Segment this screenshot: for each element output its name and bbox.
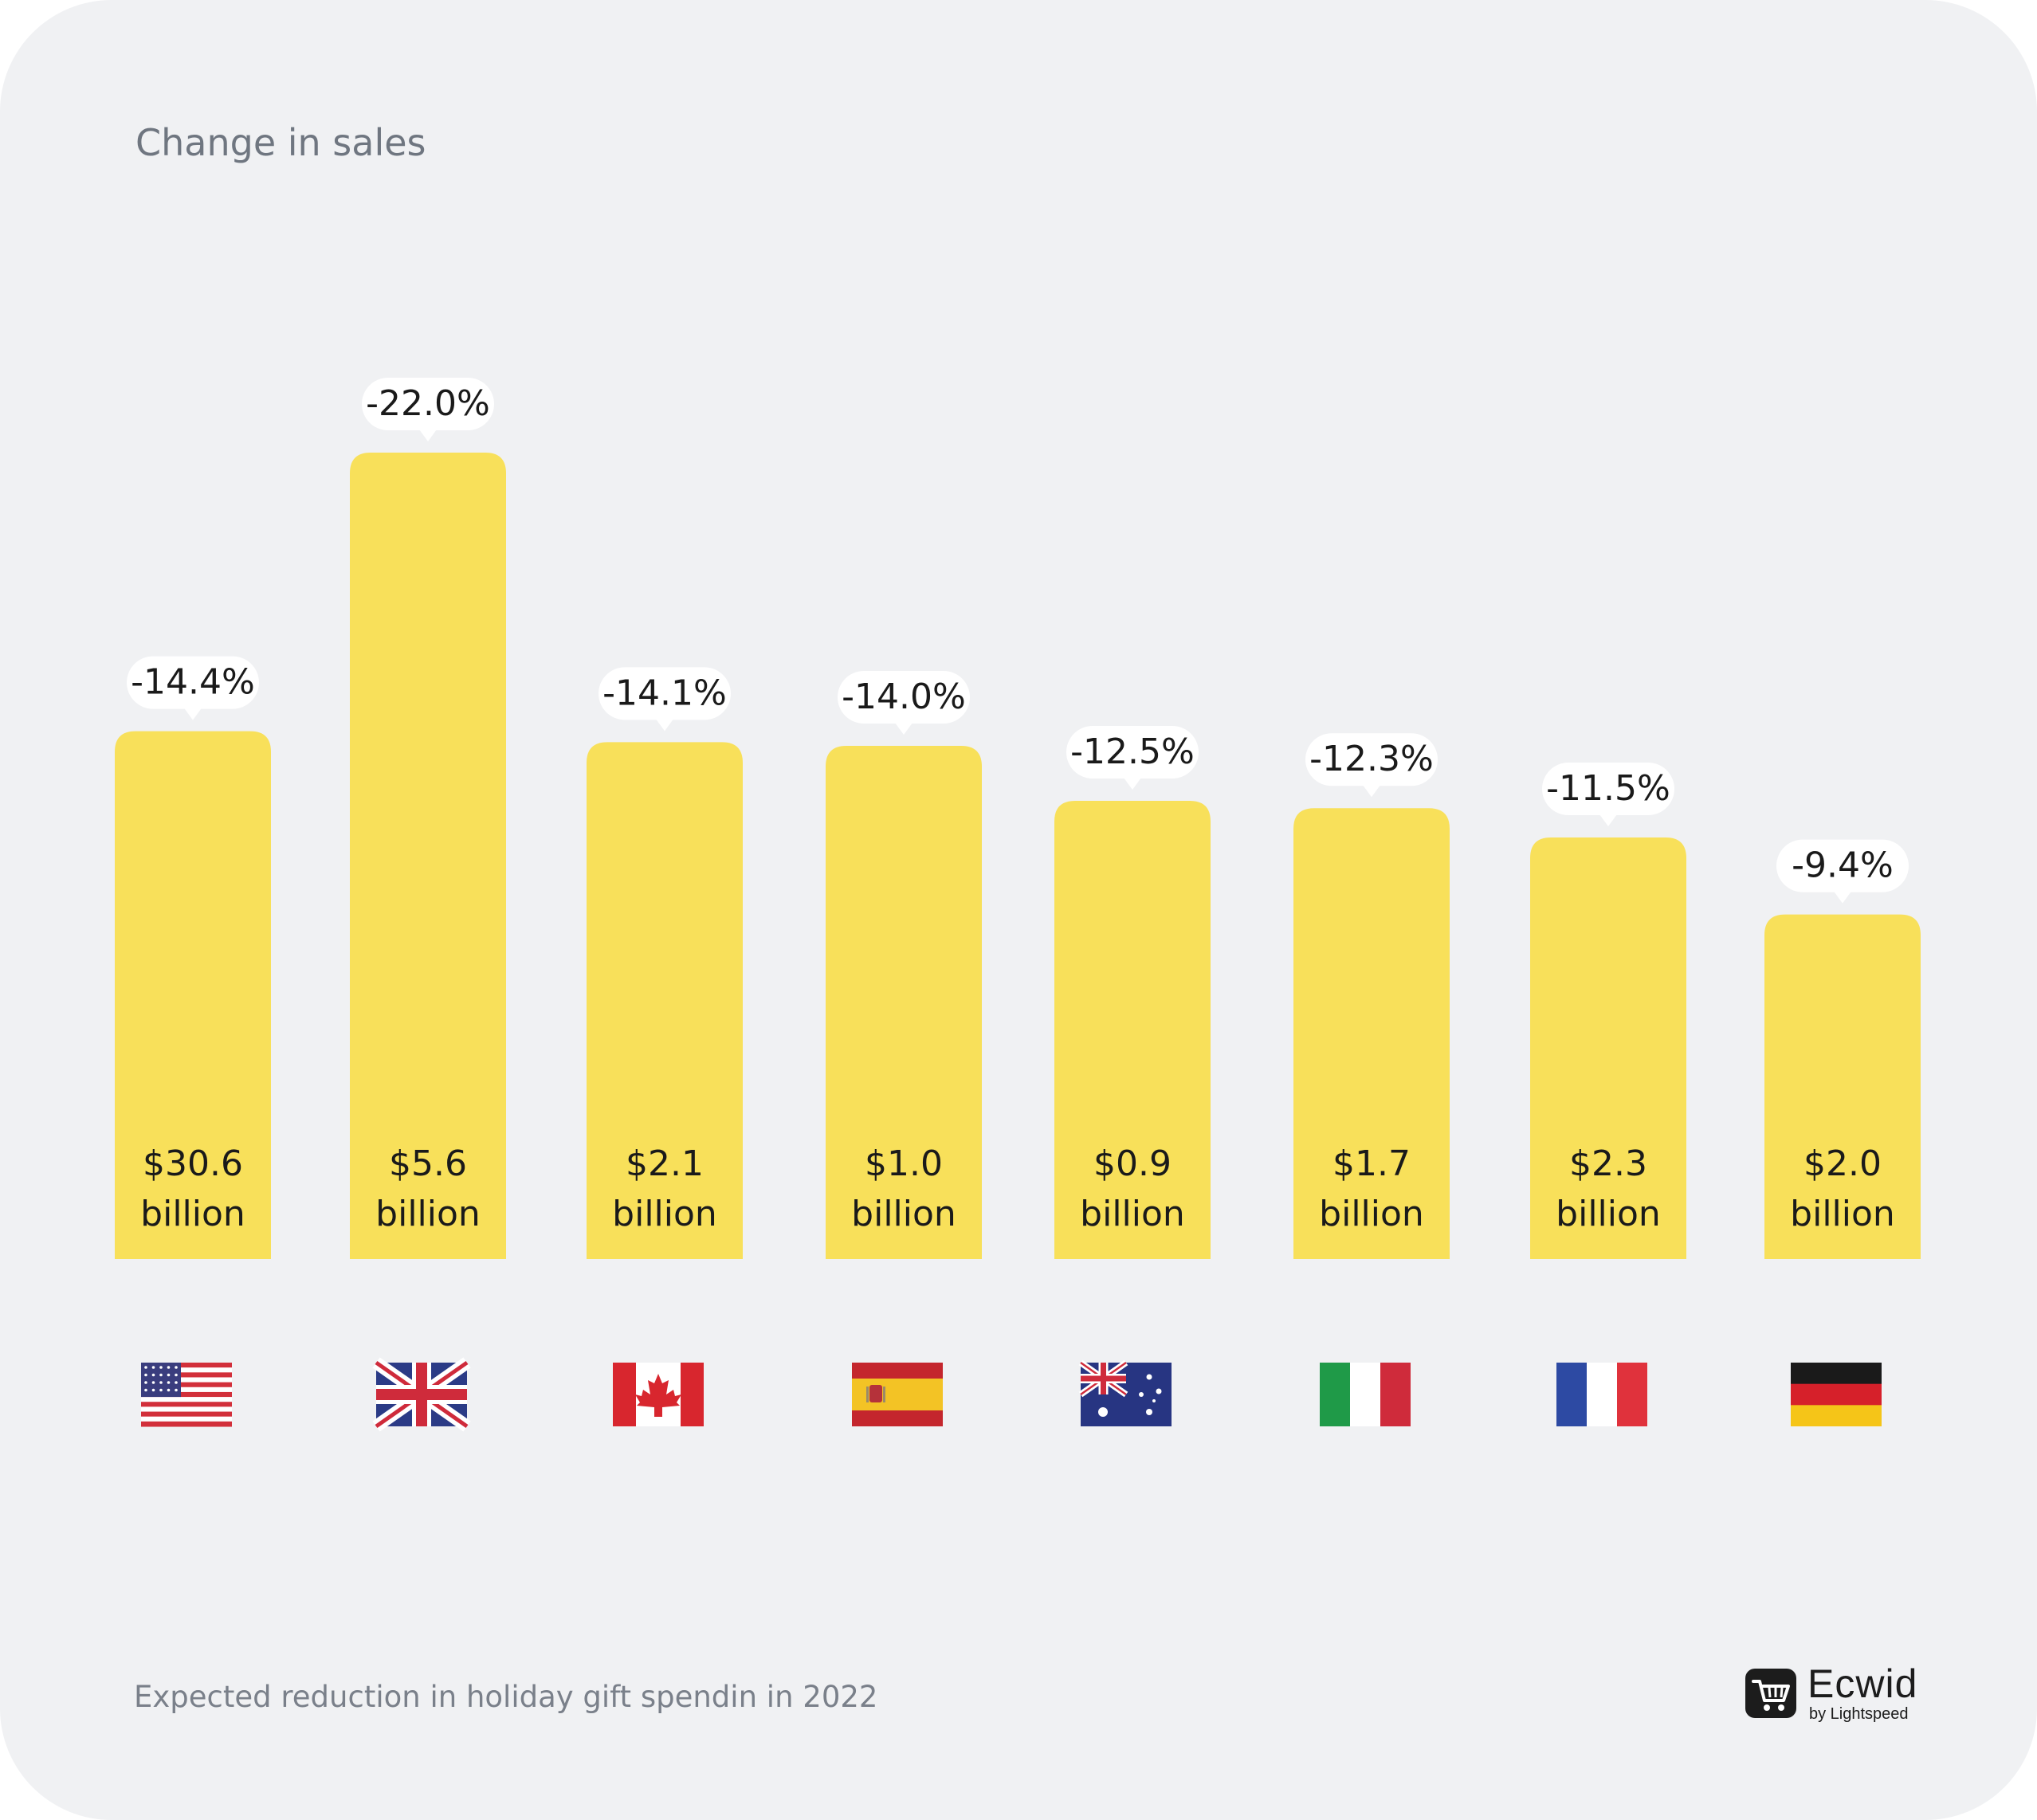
change-bubble — [1066, 726, 1199, 779]
bar-amount-label: $2.1 — [626, 1143, 704, 1184]
italy-flag-icon — [1320, 1363, 1411, 1426]
bar-unit-label: billion — [140, 1194, 245, 1234]
bar-amount-label: $1.0 — [865, 1143, 943, 1184]
uk-flag-icon — [372, 1357, 471, 1432]
change-label: -12.5% — [1070, 732, 1195, 772]
chart-title: Change in sales — [135, 121, 426, 164]
bar-unit-label: billion — [851, 1194, 956, 1234]
change-label: -11.5% — [1546, 768, 1670, 809]
change-label: -14.0% — [842, 677, 966, 717]
brand-tagline: by Lightspeed — [1809, 1705, 1909, 1723]
bar-amount-label: $2.0 — [1803, 1143, 1882, 1184]
australia-flag-icon — [1078, 1359, 1172, 1426]
bar — [1054, 801, 1211, 1259]
change-label: -22.0% — [366, 383, 490, 424]
bar — [826, 746, 982, 1259]
us-flag-icon — [141, 1363, 232, 1427]
change-bubble — [838, 671, 970, 724]
bubble-pointer — [1599, 814, 1617, 826]
bar — [1293, 808, 1450, 1259]
bubble-pointer — [1834, 891, 1851, 904]
bubble-pointer — [656, 719, 673, 732]
bar-unit-label: billion — [375, 1194, 481, 1234]
bar-amount-label: $2.3 — [1569, 1143, 1647, 1184]
bar-unit-label: billion — [1080, 1194, 1185, 1234]
shopping-cart-icon — [1745, 1669, 1796, 1718]
chart-caption: Expected reduction in holiday gift spend… — [134, 1680, 878, 1714]
bar-unit-label: billion — [1319, 1194, 1424, 1234]
bar-group-germany: $2.0 billion -9.4% — [1764, 839, 1921, 1426]
bar-group-italy: $1.7 billion -12.3% — [1293, 733, 1450, 1426]
bar — [587, 742, 743, 1259]
germany-flag-icon — [1791, 1363, 1882, 1426]
bar-amount-label: $5.6 — [389, 1143, 467, 1184]
bar-group-canada: $2.1 billion -14.1% — [587, 667, 743, 1426]
bar-amount-label: $1.7 — [1332, 1143, 1411, 1184]
change-bubble — [599, 667, 731, 720]
change-bubble — [362, 378, 494, 430]
bar-group-france: $2.3 billion -11.5% — [1530, 763, 1686, 1426]
bar-group-usa: $30.6 billion -14.4% — [115, 656, 271, 1427]
bubble-pointer — [1363, 785, 1380, 798]
bar-amount-label: $0.9 — [1093, 1143, 1172, 1184]
change-label: -9.4% — [1792, 845, 1894, 886]
change-bubble — [1542, 763, 1674, 815]
bar-unit-label: billion — [1790, 1194, 1895, 1234]
bar — [115, 731, 271, 1259]
bubble-pointer — [184, 708, 202, 720]
bar-group-spain: $1.0 billion -14.0% — [826, 671, 982, 1426]
bar — [1764, 914, 1921, 1259]
bar — [1530, 837, 1686, 1259]
france-flag-icon — [1556, 1363, 1647, 1426]
canada-flag-icon — [613, 1363, 704, 1426]
brand-name: Ecwid — [1807, 1661, 1918, 1706]
change-bubble — [1776, 839, 1909, 892]
bubble-pointer — [895, 723, 913, 735]
bar-amount-label: $30.6 — [143, 1143, 243, 1184]
ecwid-logo: Ecwid by Lightspeed — [1745, 1661, 1937, 1729]
bubble-pointer — [1124, 778, 1141, 790]
bar-unit-label: billion — [1556, 1194, 1661, 1234]
change-label: -14.4% — [131, 662, 255, 703]
bar-group-uk: $5.6 billion -22.0% — [350, 378, 506, 1432]
bar-unit-label: billion — [612, 1194, 717, 1234]
change-bubble — [1305, 733, 1438, 786]
spain-flag-icon — [852, 1363, 943, 1426]
change-label: -14.1% — [602, 673, 727, 713]
change-label: -12.3% — [1309, 739, 1434, 779]
bar — [350, 453, 506, 1259]
change-bubble — [127, 656, 259, 709]
bubble-pointer — [419, 430, 437, 441]
bar-group-australia: $0.9 billion -12.5% — [1054, 726, 1211, 1426]
